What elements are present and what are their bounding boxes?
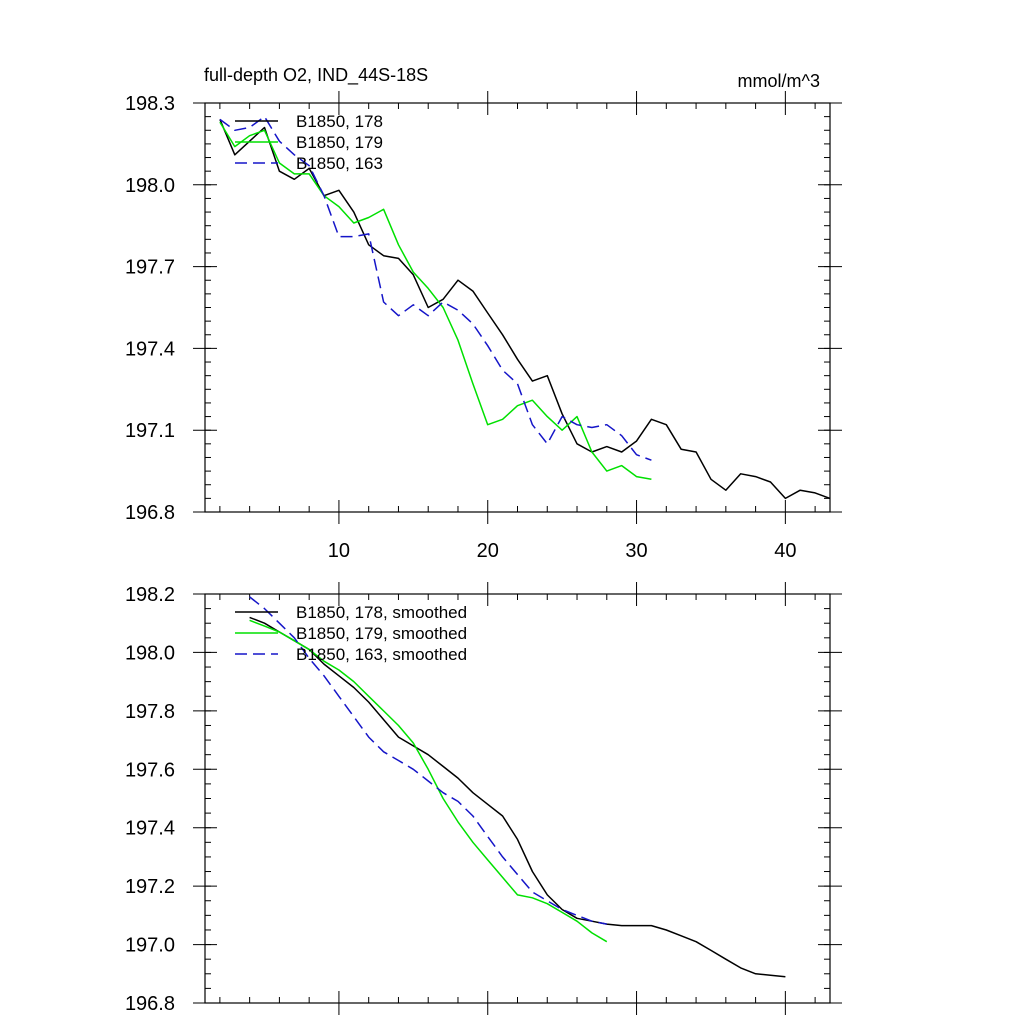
bottom-axes: 196.8 197.0 197.2 197.4 197.6 197.8 198.0 198.2: [125, 582, 842, 1015]
y-tick-label: 197.4: [125, 338, 175, 360]
y-tick-label: 198.2: [125, 584, 175, 606]
y-tick-label: 197.0: [125, 935, 175, 957]
legend-label: B1850, 163, smoothed: [296, 645, 467, 664]
top-series: [219, 115, 831, 500]
y-tick-label: 198.0: [125, 175, 175, 197]
y-tick-label: 198.3: [125, 93, 175, 115]
y-tick-label: 196.8: [125, 502, 175, 524]
legend-label: B1850, 179, smoothed: [296, 624, 467, 643]
x-tick-label: 10: [328, 540, 350, 562]
legend-label: B1850, 179: [296, 133, 383, 152]
y-tick-label: 197.2: [125, 876, 175, 898]
y-tick-label: 197.4: [125, 818, 175, 840]
x-tick-label: 40: [774, 540, 796, 562]
series-line: [219, 121, 652, 481]
y-tick-label: 198.0: [125, 642, 175, 664]
y-tick-label: 196.8: [125, 993, 175, 1015]
x-tick-label: 20: [477, 540, 499, 562]
series-line: [219, 115, 652, 461]
y-tick-label: 197.8: [125, 701, 175, 723]
chart-title: full-depth O2, IND_44S-18S: [204, 65, 428, 86]
bottom-series: [249, 596, 786, 978]
y-tick-label: 197.6: [125, 759, 175, 781]
series-line: [249, 619, 608, 943]
x-tick-label: 30: [625, 540, 647, 562]
units-label: mmol/m^3: [738, 71, 820, 91]
legend-label: B1850, 178, smoothed: [296, 603, 467, 622]
series-line: [249, 596, 607, 925]
y-tick-label: 197.1: [125, 420, 175, 442]
legend-label: B1850, 178: [296, 112, 383, 131]
top-legend: B1850, 178 B1850, 179 B1850, 163: [235, 112, 383, 173]
series-line: [249, 616, 786, 978]
legend-label: B1850, 163: [296, 154, 383, 173]
bottom-panel: 196.8 197.0 197.2 197.4 197.6 197.8 198.0 198.2…: [125, 582, 842, 1015]
y-tick-label: 197.7: [125, 257, 175, 279]
top-axes: 10 20 30 40 196.8 197.1 197.4 197.7 198.0 198.3: [125, 91, 842, 562]
bottom-legend: B1850, 178, smoothed B1850, 179, smoothed…: [235, 603, 467, 664]
top-panel: full-depth O2, IND_44S-18S mmol/m^3 10 20…: [125, 65, 842, 562]
